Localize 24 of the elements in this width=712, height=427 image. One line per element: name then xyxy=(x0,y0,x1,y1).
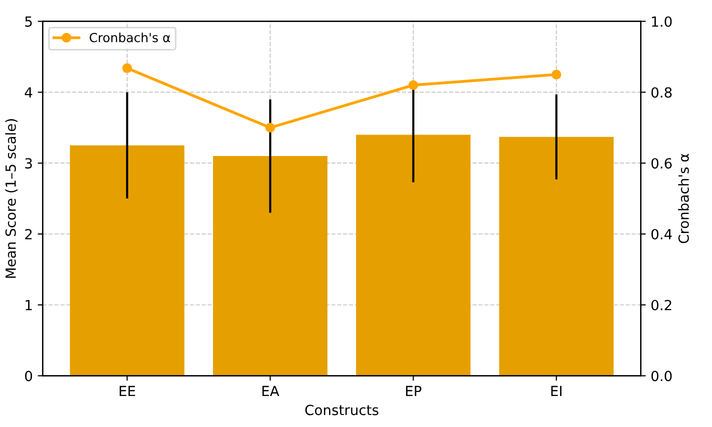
y2-axis-title: Cronbach's α xyxy=(678,154,689,244)
y-tick-label: 4 xyxy=(24,87,32,98)
y2-tick-label: 0.8 xyxy=(651,87,672,98)
legend-label: Cronbach's α xyxy=(90,32,170,42)
x-axis-title: Constructs xyxy=(305,404,378,416)
y2-tick-label: 0.4 xyxy=(651,228,672,240)
point xyxy=(408,80,418,90)
x-tick-label: EI xyxy=(551,386,562,396)
y2-tick-label: 0.0 xyxy=(651,370,672,382)
point xyxy=(265,122,276,133)
y2-tick-label: 0.2 xyxy=(651,300,672,310)
x-tick-label: EA xyxy=(262,386,280,396)
y-tick-label: 3 xyxy=(25,158,32,169)
y-axis-title: Mean Score (1–5 scale) xyxy=(5,119,18,278)
y-tick-label: 1 xyxy=(26,300,32,310)
point xyxy=(552,70,562,80)
y-tick-label: 2 xyxy=(25,228,32,240)
y2-tick-label: 0.6 xyxy=(651,158,672,169)
y2-tick-label: 1.0 xyxy=(652,16,672,27)
y-tick-label: 5 xyxy=(25,16,32,27)
y-tick-label: 0 xyxy=(25,370,32,382)
x-tick-label: EE xyxy=(120,386,136,396)
point xyxy=(122,63,132,73)
x-tick-label: EP xyxy=(406,386,422,396)
